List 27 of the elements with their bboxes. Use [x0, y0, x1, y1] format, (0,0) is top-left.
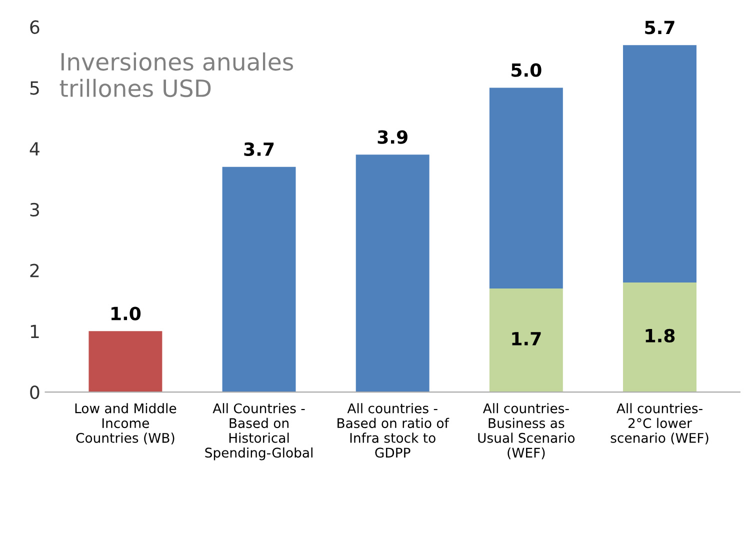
total-label: 3.7	[244, 142, 274, 156]
y-tick-label: 4	[30, 142, 40, 156]
bar	[88, 331, 162, 392]
total-label: 1.0	[111, 306, 141, 320]
bar	[623, 282, 696, 392]
y-tick-label: 6	[30, 20, 40, 34]
bar	[356, 154, 430, 392]
y-tick-label: 5	[30, 81, 39, 95]
x-tick-label: All Countries - Based on Historical Spending-Global	[205, 403, 312, 460]
x-tick-label: All countries- Business as Usual Scenario (WEF)	[478, 403, 575, 460]
x-tick-label: All countries - Based on ratio of Infra stock to GDPP	[338, 403, 450, 458]
data-label: 1.8	[646, 328, 675, 342]
total-label: 5.7	[645, 20, 674, 34]
y-tick-label: 1	[30, 324, 39, 338]
bar	[489, 88, 563, 289]
x-tick-label: All countries- 2°C lower scenario (WEF)	[610, 403, 708, 444]
bar	[489, 288, 563, 392]
x-tick-label: Low and Middle Income Countries (WB)	[75, 403, 176, 444]
text: Inversiones anuales trillones USD	[60, 52, 294, 98]
y-tick-label: 0	[30, 385, 40, 400]
y-tick-label: 3	[30, 202, 39, 217]
total-label: 5.0	[512, 63, 542, 77]
y-tick-label: 2	[30, 264, 39, 278]
data-label: 1.7	[512, 332, 541, 346]
bar	[222, 166, 296, 392]
total-label: 3.9	[378, 130, 408, 144]
bar	[623, 45, 696, 282]
